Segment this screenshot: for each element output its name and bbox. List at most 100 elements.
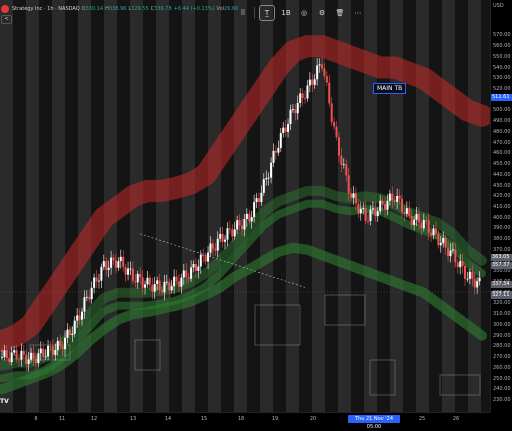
candle-body [177, 281, 180, 287]
candle-body [170, 286, 173, 291]
candle-body [340, 155, 343, 165]
floating-toolbar: ⠿ T̲ 1B ◎ ⚙ 🗑 ⋯ [236, 4, 365, 22]
candle-body [308, 79, 311, 86]
candle-body [156, 280, 159, 284]
candle-body [405, 208, 408, 214]
price-tick: 400.00 [493, 214, 511, 221]
session-band [377, 0, 390, 412]
price-tick: 270.00 [493, 354, 511, 361]
session-band [65, 0, 78, 412]
time-tick: 20 [309, 416, 317, 422]
text-tool-icon[interactable]: T̲ [259, 5, 275, 21]
time-axis[interactable]: 8 11 12 13 14 15 18 19 20 25 26 Thu 21 Nov '24 05:… [0, 412, 490, 430]
candle-body [241, 225, 243, 230]
session-band [0, 0, 13, 412]
candle-body [325, 76, 328, 83]
candle-body [415, 213, 418, 220]
candle-body [204, 256, 207, 262]
candle-body [95, 277, 98, 282]
candle-body [168, 281, 171, 291]
open-label: O [81, 6, 86, 12]
candle-body [8, 358, 11, 362]
trash-icon[interactable]: 🗑 [335, 9, 345, 17]
symbol-title[interactable]: Strategy Inc · 1h · NASDAQ [12, 6, 80, 12]
candle-body [282, 127, 285, 133]
chart-canvas[interactable] [0, 0, 490, 412]
candle-body [284, 127, 287, 132]
candle-body [148, 277, 151, 285]
chart-area[interactable]: Strategy Inc · 1h · NASDAQ O 330.14 H 33… [0, 0, 490, 412]
price-tick: 280.00 [493, 343, 511, 350]
main-tb-label[interactable]: MAIN TB [373, 83, 407, 94]
time-tick: 13 [129, 416, 137, 422]
session-band [52, 0, 65, 412]
session-band [195, 0, 208, 412]
candle-body [209, 243, 212, 253]
candle-body [17, 359, 20, 361]
candle-body [37, 353, 40, 363]
price-tick: 310.00 [493, 311, 511, 318]
candle-body [466, 278, 469, 280]
price-tick: 500.00 [493, 107, 511, 114]
candle-body [379, 200, 382, 212]
collapse-legend-button[interactable]: < [1, 15, 12, 24]
price-tag: 337.34 [491, 281, 512, 289]
candle-body [454, 249, 457, 263]
candle-body [396, 195, 399, 202]
price-tick: 460.00 [493, 150, 511, 157]
candle-body [88, 296, 91, 300]
candle-body [165, 281, 168, 283]
candle-body [410, 215, 413, 225]
session-band [390, 0, 403, 412]
candle-body [207, 252, 210, 262]
price-tick: 430.00 [493, 182, 511, 189]
price-tick: 410.00 [493, 203, 511, 210]
candle-body [44, 356, 47, 358]
candle-body [420, 222, 423, 229]
price-tick: 370.00 [493, 246, 511, 253]
alert-icon[interactable]: ◎ [300, 9, 308, 17]
candle-body [1, 357, 3, 358]
tradingview-logo[interactable]: TV [0, 398, 9, 405]
candle-body [301, 93, 304, 99]
candle-body [245, 213, 248, 220]
candle-body [287, 124, 290, 132]
session-band [481, 0, 490, 412]
grid-icon[interactable]: ⠿ [240, 9, 246, 17]
green-band-inner [0, 199, 486, 383]
candle-body [110, 257, 113, 268]
more-icon[interactable]: ⋯ [354, 9, 362, 17]
price-tick: 520.00 [493, 85, 511, 92]
session-band [156, 0, 169, 412]
interval-button[interactable]: 1B [281, 9, 291, 17]
structure-box [254, 304, 301, 346]
candle-body [425, 220, 428, 221]
candle-body [97, 280, 100, 282]
price-axis[interactable]: USD 570.00 560.00 550.00 540.00 530.00 520.00… [490, 0, 512, 412]
candle-body [64, 337, 67, 350]
candle-body [342, 164, 345, 166]
candle-body [413, 219, 416, 225]
candle-body [190, 267, 193, 279]
time-tick: 12 [90, 416, 98, 422]
candle-body [350, 193, 353, 198]
session-band [234, 0, 247, 412]
candle-body [427, 220, 430, 233]
candle-body [175, 276, 178, 282]
candle-body [15, 350, 18, 360]
price-tick: 440.00 [493, 171, 511, 178]
candle-body [384, 204, 387, 210]
candle-body [56, 340, 59, 351]
candle-body [224, 239, 227, 242]
settings-icon[interactable]: ⚙ [318, 9, 326, 17]
candle-body [61, 346, 64, 350]
session-band [13, 0, 26, 412]
candle-body [59, 340, 62, 347]
candle-body [197, 266, 200, 272]
candle-body [471, 271, 474, 280]
open-value: 330.14 [85, 6, 104, 12]
candle-body [182, 270, 185, 278]
session-band [26, 0, 39, 412]
candle-body [211, 243, 214, 249]
price-tick: 420.00 [493, 193, 511, 200]
